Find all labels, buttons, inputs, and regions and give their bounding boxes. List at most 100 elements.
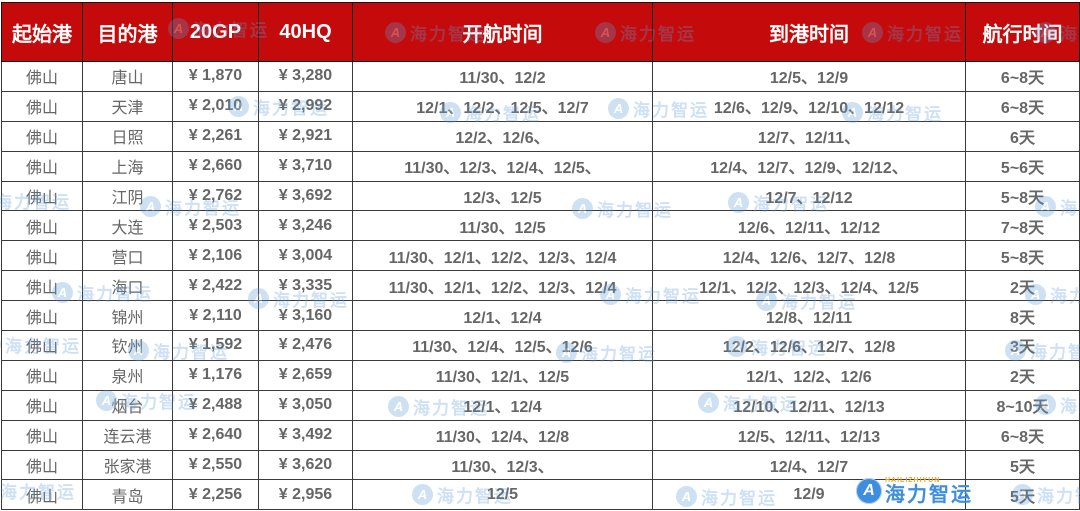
cell-depart: 12/5: [352, 479, 653, 511]
cell-origin: 佛山: [1, 389, 83, 421]
cell-duration: 5~6天: [965, 150, 1080, 182]
table-row: 佛山 大连 ¥ 2,503 ¥ 3,246 11/30、12/5 12/6、12/11、1…: [1, 210, 1080, 242]
cell-origin: 佛山: [1, 270, 83, 302]
cell-duration: 3天: [965, 330, 1080, 361]
cell-hq40: ¥ 3,620: [258, 449, 353, 481]
cell-dest: 海口: [82, 270, 173, 302]
cell-depart: 12/1、12/2、12/5、12/7: [352, 90, 653, 122]
cell-duration: 6~8天: [965, 419, 1080, 451]
cell-gp20: ¥ 1,176: [172, 359, 259, 391]
table-row: 佛山 营口 ¥ 2,106 ¥ 3,004 11/30、12/1、12/2、12/3、1…: [1, 240, 1080, 272]
cell-dest: 烟台: [82, 389, 173, 421]
cell-duration: 6~8天: [965, 61, 1080, 92]
cell-arrive: 12/7、12/12: [652, 180, 966, 212]
cell-arrive: 12/9: [652, 479, 966, 511]
cell-depart: 11/30、12/1、12/2、12/3、12/4: [352, 270, 653, 302]
cell-hq40: ¥ 3,246: [258, 210, 353, 242]
cell-depart: 11/30、12/3、12/4、12/5、: [352, 150, 653, 182]
table-row: 佛山 天津 ¥ 2,010 ¥ 2,992 12/1、12/2、12/5、12/7 12/…: [1, 90, 1080, 122]
cell-origin: 佛山: [1, 90, 83, 122]
table-row: 佛山 日照 ¥ 2,261 ¥ 2,921 12/2、12/6、 12/7、12/11、 6…: [1, 120, 1080, 152]
cell-duration: 2天: [965, 359, 1080, 391]
cell-arrive: 12/8、12/11: [652, 300, 966, 332]
cell-hq40: ¥ 3,160: [258, 300, 353, 332]
cell-origin: 佛山: [1, 300, 83, 332]
cell-depart: 11/30、12/1、12/5: [352, 359, 653, 391]
cell-hq40: ¥ 3,280: [258, 61, 353, 92]
cell-hq40: ¥ 2,921: [258, 120, 353, 152]
cell-arrive: 12/1、12/2、12/3、12/4、12/5: [652, 270, 966, 302]
column-header-arrive: 到港时间: [652, 2, 966, 62]
cell-depart: 11/30、12/4、12/5、12/6: [352, 330, 653, 361]
cell-hq40: ¥ 3,710: [258, 150, 353, 182]
cell-hq40: ¥ 3,050: [258, 389, 353, 421]
cell-dest: 江阴: [82, 180, 173, 212]
cell-hq40: ¥ 2,476: [258, 330, 353, 361]
cell-origin: 佛山: [1, 479, 83, 511]
cell-dest: 日照: [82, 120, 173, 152]
column-header-gp20: 20GP: [172, 2, 259, 62]
cell-dest: 钦州: [82, 330, 173, 361]
cell-hq40: ¥ 3,492: [258, 419, 353, 451]
column-header-duration: 航行时间: [965, 2, 1080, 62]
cell-depart: 12/3、12/5: [352, 180, 653, 212]
cell-duration: 5~8天: [965, 240, 1080, 272]
table-row: 佛山 烟台 ¥ 2,488 ¥ 3,050 12/1、12/4 12/10、12/11、1…: [1, 389, 1080, 421]
cell-dest: 营口: [82, 240, 173, 272]
cell-hq40: ¥ 2,659: [258, 359, 353, 391]
cell-dest: 上海: [82, 150, 173, 182]
cell-duration: 5~8天: [965, 180, 1080, 212]
cell-arrive: 12/5、12/9: [652, 61, 966, 92]
cell-depart: 12/2、12/6、: [352, 120, 653, 152]
cell-hq40: ¥ 2,956: [258, 479, 353, 511]
cell-origin: 佛山: [1, 359, 83, 391]
cell-origin: 佛山: [1, 120, 83, 152]
cell-duration: 5天: [965, 449, 1080, 481]
cell-duration: 7~8天: [965, 210, 1080, 242]
table-row: 佛山 张家港 ¥ 2,550 ¥ 3,620 11/30、12/3、 12/4、12/7 5…: [1, 449, 1080, 481]
column-header-hq40: 40HQ: [258, 2, 353, 62]
table-row: 佛山 海口 ¥ 2,422 ¥ 3,335 11/30、12/1、12/2、12/3、1…: [1, 270, 1080, 302]
cell-arrive: 12/6、12/11、12/12: [652, 210, 966, 242]
cell-depart: 12/1、12/4: [352, 300, 653, 332]
cell-depart: 11/30、12/4、12/8: [352, 419, 653, 451]
cell-gp20: ¥ 2,762: [172, 180, 259, 212]
cell-gp20: ¥ 1,870: [172, 61, 259, 92]
cell-gp20: ¥ 2,550: [172, 449, 259, 481]
cell-gp20: ¥ 2,488: [172, 389, 259, 421]
cell-gp20: ¥ 2,640: [172, 419, 259, 451]
table-row: 佛山 连云港 ¥ 2,640 ¥ 3,492 11/30、12/4、12/8 12/5、1…: [1, 419, 1080, 451]
cell-arrive: 12/4、12/7: [652, 449, 966, 481]
cell-dest: 张家港: [82, 449, 173, 481]
cell-depart: 11/30、12/2: [352, 61, 653, 92]
cell-arrive: 12/1、12/2、12/6: [652, 359, 966, 391]
table-row: 佛山 青岛 ¥ 2,256 ¥ 2,956 12/5 12/9 5天: [1, 479, 1080, 511]
cell-gp20: ¥ 2,256: [172, 479, 259, 511]
cell-origin: 佛山: [1, 180, 83, 212]
cell-arrive: 12/4、12/6、12/7、12/8: [652, 240, 966, 272]
column-header-origin: 起始港: [1, 2, 83, 62]
cell-gp20: ¥ 2,010: [172, 90, 259, 122]
cell-arrive: 12/2、12/6、12/7、12/8: [652, 330, 966, 361]
column-header-depart: 开航时间: [352, 2, 653, 62]
cell-duration: 8天: [965, 300, 1080, 332]
cell-arrive: 12/10、12/11、12/13: [652, 389, 966, 421]
cell-duration: 8~10天: [965, 389, 1080, 421]
cell-origin: 佛山: [1, 150, 83, 182]
cell-dest: 连云港: [82, 419, 173, 451]
cell-gp20: ¥ 2,261: [172, 120, 259, 152]
cell-origin: 佛山: [1, 419, 83, 451]
table-row: 佛山 上海 ¥ 2,660 ¥ 3,710 11/30、12/3、12/4、12/5、 1…: [1, 150, 1080, 182]
cell-duration: 6~8天: [965, 90, 1080, 122]
cell-arrive: 12/4、12/7、12/9、12/12、: [652, 150, 966, 182]
table-header-row: 起始港 目的港 20GP 40HQ 开航时间 到港时间 航行时间: [1, 2, 1080, 62]
cell-arrive: 12/7、12/11、: [652, 120, 966, 152]
cell-arrive: 12/5、12/11、12/13: [652, 419, 966, 451]
cell-depart: 12/1、12/4: [352, 389, 653, 421]
cell-gp20: ¥ 1,592: [172, 330, 259, 361]
cell-duration: 6天: [965, 120, 1080, 152]
column-header-dest: 目的港: [82, 2, 173, 62]
cell-hq40: ¥ 3,692: [258, 180, 353, 212]
cell-hq40: ¥ 3,004: [258, 240, 353, 272]
